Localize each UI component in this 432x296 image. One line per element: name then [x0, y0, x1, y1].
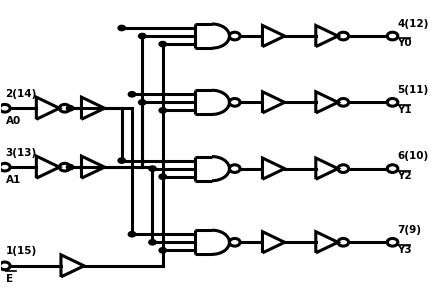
Circle shape	[139, 100, 146, 105]
Text: 2(14): 2(14)	[6, 89, 37, 99]
Text: 3(13): 3(13)	[6, 148, 37, 158]
Circle shape	[149, 166, 156, 171]
Text: 5(11): 5(11)	[397, 85, 429, 95]
Text: E: E	[6, 274, 13, 284]
Circle shape	[118, 158, 125, 163]
Circle shape	[118, 25, 125, 31]
Text: 6(10): 6(10)	[397, 151, 429, 161]
Circle shape	[159, 174, 166, 179]
Text: Y2: Y2	[397, 171, 412, 181]
Circle shape	[159, 41, 166, 47]
Text: A1: A1	[6, 176, 21, 185]
Circle shape	[67, 165, 74, 170]
Text: A0: A0	[6, 117, 21, 126]
Text: 7(9): 7(9)	[397, 225, 422, 235]
Circle shape	[149, 240, 156, 245]
Text: 4(12): 4(12)	[397, 19, 429, 29]
Text: 1(15): 1(15)	[6, 246, 37, 256]
Text: Y1: Y1	[397, 105, 412, 115]
Circle shape	[67, 106, 74, 111]
Text: Y3: Y3	[397, 244, 412, 255]
Circle shape	[128, 231, 136, 237]
Text: Y0: Y0	[397, 38, 412, 49]
Circle shape	[128, 92, 136, 97]
Circle shape	[139, 33, 146, 39]
Circle shape	[159, 108, 166, 113]
Circle shape	[159, 248, 166, 253]
